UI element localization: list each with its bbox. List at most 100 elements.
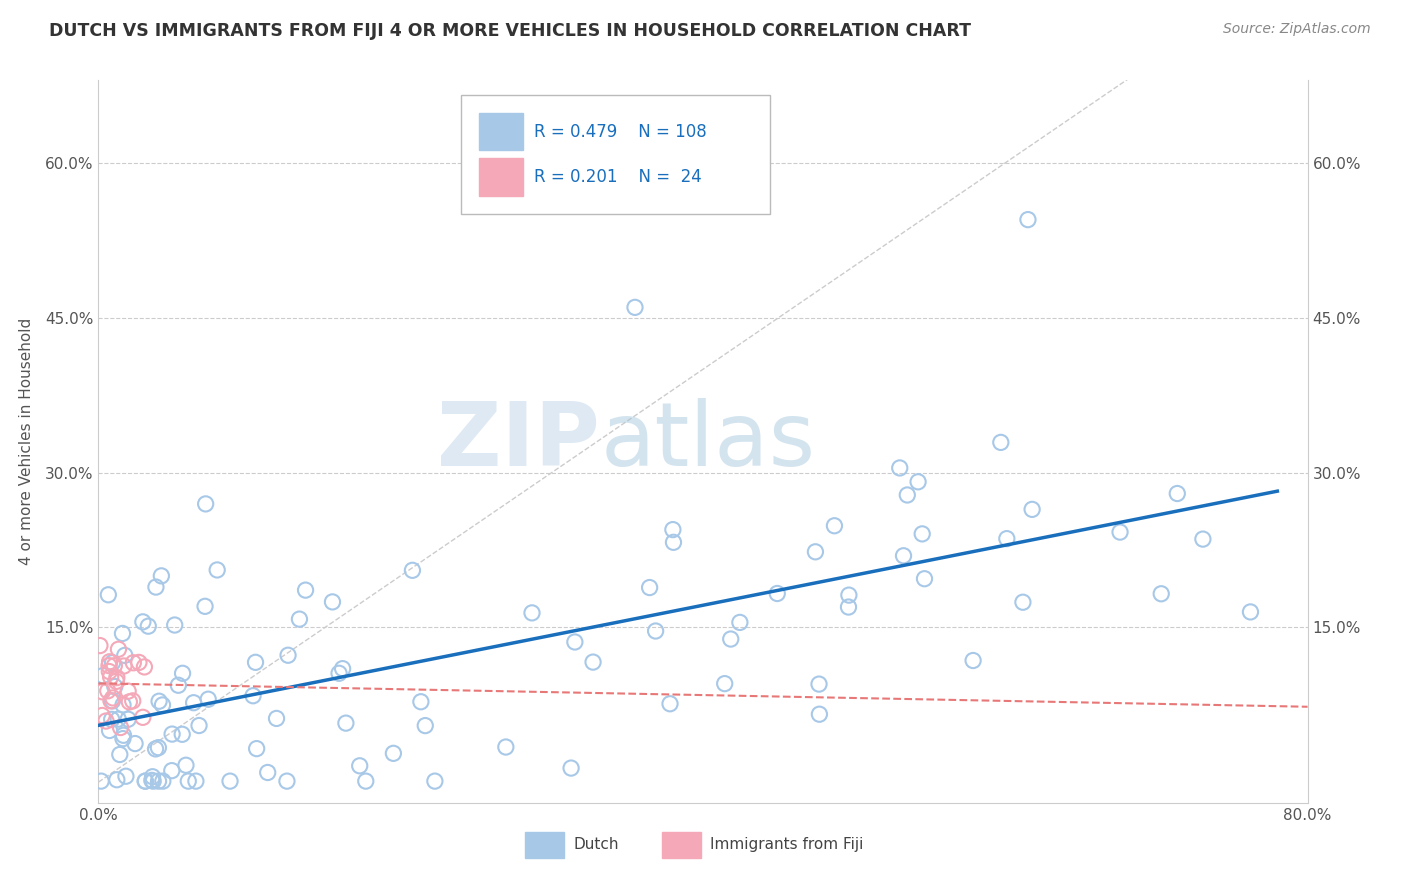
Point (911, 527, 934, 541)
Point (520, 606, 543, 620)
Point (638, 581, 661, 595)
Point (114, 648, 136, 663)
Point (184, 774, 207, 789)
Point (1017, 212, 1039, 227)
Point (914, 572, 936, 586)
Point (152, 774, 174, 789)
Point (823, 518, 845, 533)
Point (172, 727, 194, 741)
Point (644, 624, 666, 638)
Point (962, 653, 984, 667)
Point (101, 694, 124, 708)
Point (108, 747, 131, 762)
Point (132, 615, 155, 629)
Point (105, 674, 128, 689)
Point (101, 690, 124, 705)
Point (172, 666, 194, 681)
Point (335, 716, 357, 731)
FancyBboxPatch shape (479, 158, 523, 196)
Point (148, 774, 170, 789)
Point (197, 692, 219, 706)
Point (838, 588, 860, 602)
Point (332, 662, 354, 676)
Point (328, 666, 350, 681)
Point (128, 656, 150, 670)
Point (808, 677, 831, 691)
Point (97, 684, 120, 698)
Point (728, 615, 751, 630)
Point (124, 737, 146, 751)
Point (141, 770, 163, 784)
Point (142, 774, 165, 789)
Point (101, 656, 124, 670)
Point (111, 698, 134, 712)
Point (148, 694, 170, 708)
Point (1166, 486, 1188, 500)
Point (194, 497, 217, 511)
Point (121, 694, 143, 708)
Point (98, 665, 121, 679)
Point (105, 671, 128, 685)
Point (804, 545, 827, 559)
Point (112, 728, 135, 742)
Text: DUTCH VS IMMIGRANTS FROM FIJI 4 OR MORE VEHICLES IN HOUSEHOLD CORRELATION CHART: DUTCH VS IMMIGRANTS FROM FIJI 4 OR MORE … (49, 22, 972, 40)
Point (188, 718, 211, 732)
Point (808, 707, 831, 722)
Point (245, 656, 267, 670)
Point (276, 774, 298, 789)
Point (98, 658, 121, 673)
Point (136, 619, 159, 633)
Point (98, 723, 121, 738)
Point (662, 535, 685, 549)
Text: ZIP: ZIP (437, 398, 600, 485)
Point (713, 676, 735, 690)
Point (91, 668, 114, 682)
Point (266, 711, 288, 725)
Point (89, 639, 111, 653)
Point (100, 712, 122, 726)
Point (152, 698, 174, 712)
Point (354, 774, 377, 789)
Point (107, 712, 129, 726)
Point (91, 708, 114, 723)
Point (720, 632, 742, 646)
Point (160, 727, 183, 741)
Point (163, 618, 186, 632)
Text: Source: ZipAtlas.com: Source: ZipAtlas.com (1223, 22, 1371, 37)
Point (177, 774, 200, 789)
Point (907, 475, 929, 489)
Point (889, 461, 911, 475)
Point (995, 532, 1018, 546)
Point (349, 759, 371, 773)
Point (205, 563, 228, 577)
Point (160, 764, 183, 778)
Point (103, 658, 125, 673)
Point (100, 694, 122, 708)
Point (659, 697, 682, 711)
FancyBboxPatch shape (479, 112, 523, 151)
Point (134, 774, 156, 789)
Text: atlas: atlas (600, 398, 815, 485)
Point (1150, 587, 1173, 601)
Point (107, 642, 129, 657)
Point (174, 758, 197, 772)
Point (242, 689, 264, 703)
Point (118, 695, 141, 709)
Point (110, 721, 132, 735)
Point (117, 712, 139, 726)
Point (564, 635, 586, 649)
Point (1239, 605, 1261, 619)
Point (1109, 525, 1132, 540)
Point (134, 774, 156, 789)
Text: Dutch: Dutch (574, 838, 619, 852)
Point (112, 659, 135, 673)
Point (277, 648, 299, 663)
Text: R = 0.201    N =  24: R = 0.201 N = 24 (534, 168, 702, 186)
Point (766, 586, 789, 600)
Point (896, 488, 918, 502)
Point (111, 731, 134, 746)
Point (104, 680, 127, 694)
Point (382, 747, 405, 761)
Point (132, 710, 155, 724)
Point (100, 670, 122, 684)
